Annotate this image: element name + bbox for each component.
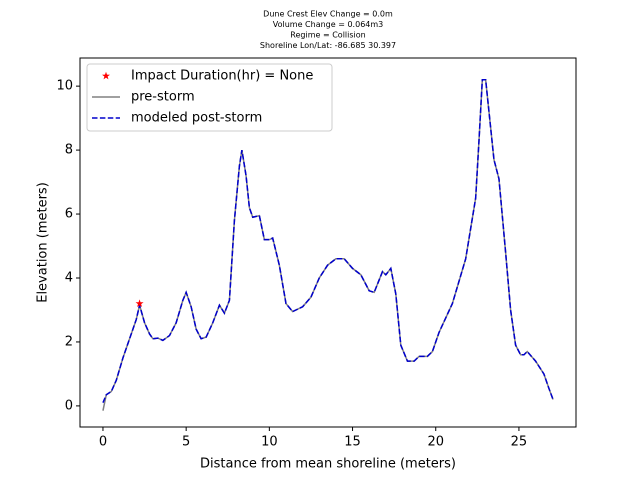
y-tick-label: 2 — [65, 334, 73, 349]
plot-frame — [79, 57, 577, 428]
legend-box — [86, 63, 333, 132]
legend-label: Impact Duration(hr) = None — [131, 69, 313, 84]
series-line — [102, 78, 554, 403]
x-tick-label: 25 — [511, 435, 528, 450]
title-line: Dune Crest Elev Change = 0.0m — [263, 10, 393, 19]
marker-star — [135, 299, 144, 307]
x-tick-label: 0 — [99, 435, 107, 450]
y-tick-label: 8 — [65, 143, 73, 158]
legend-star — [102, 71, 110, 80]
x-tick-label: 20 — [427, 435, 444, 450]
title-line: Volume Change = 0.064m3 — [273, 20, 384, 29]
legend-label: modeled post-storm — [131, 111, 262, 126]
title-line: Shoreline Lon/Lat: -86.685 30.397 — [260, 41, 396, 50]
title-line: Regime = Collision — [290, 31, 365, 40]
y-tick-label: 0 — [65, 398, 73, 413]
x-tick-label: 15 — [344, 435, 361, 450]
legend-label: pre-storm — [131, 90, 195, 105]
y-tick-label: 6 — [65, 207, 73, 222]
y-tick-label: 10 — [56, 79, 73, 94]
x-tick-label: 10 — [261, 435, 278, 450]
x-tick-label: 5 — [182, 435, 190, 450]
x-axis-label: Distance from mean shoreline (meters) — [200, 457, 456, 472]
y-axis-label: Elevation (meters) — [36, 182, 51, 303]
y-tick-label: 4 — [65, 270, 73, 285]
